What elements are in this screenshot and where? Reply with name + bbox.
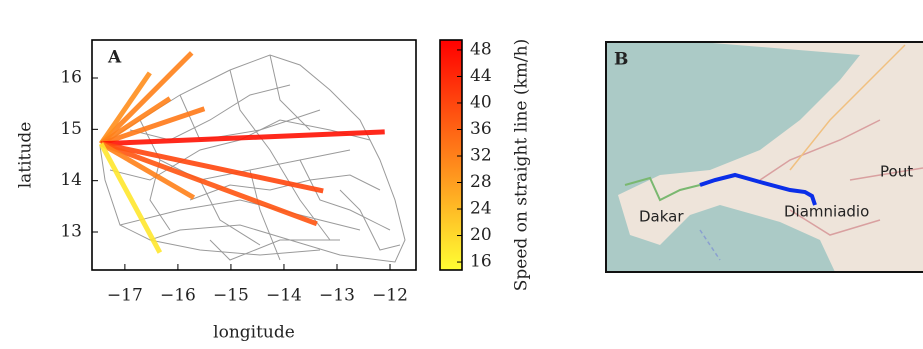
map: Dakar Diamniadio Pout	[606, 42, 923, 272]
x-axis-label: longitude	[213, 323, 295, 343]
x-tick-label: −17	[107, 286, 143, 306]
panel-label: B	[614, 50, 628, 70]
x-tick-label: −14	[266, 286, 302, 306]
colorbar-tick-label: 16	[470, 252, 492, 272]
colorbar-tick-label: 20	[470, 225, 492, 245]
x-tick-label: −16	[160, 286, 196, 306]
colorbar-tick-label: 40	[470, 92, 492, 112]
panel-label: A	[107, 48, 122, 68]
colorbar-tick-label: 24	[470, 199, 492, 219]
x-tick-label: −13	[319, 286, 355, 306]
place-label: Dakar	[639, 208, 684, 226]
place-label: Diamniadio	[784, 203, 869, 221]
segments	[101, 53, 385, 253]
y-tick-label: 14	[60, 170, 82, 190]
y-tick-label: 16	[60, 67, 82, 87]
y-axis-label: latitude	[16, 122, 36, 189]
colorbar-tick-label: 36	[470, 119, 492, 139]
colorbar-tick-label: 48	[470, 39, 492, 59]
colorbar-tick-label: 44	[470, 66, 492, 86]
x-tick-label: −12	[372, 286, 408, 306]
place-label: Pout	[880, 163, 913, 181]
colorbar-tick-label: 32	[470, 145, 492, 165]
y-tick-label: 13	[60, 222, 82, 242]
colorbar-label: Speed on straight line (km/h)	[512, 39, 532, 292]
y-tick-label: 15	[60, 119, 82, 139]
colorbar-tick-label: 28	[470, 172, 492, 192]
figure: A longitude latitude Speed on straight l…	[0, 0, 923, 349]
x-tick-label: −15	[213, 286, 249, 306]
